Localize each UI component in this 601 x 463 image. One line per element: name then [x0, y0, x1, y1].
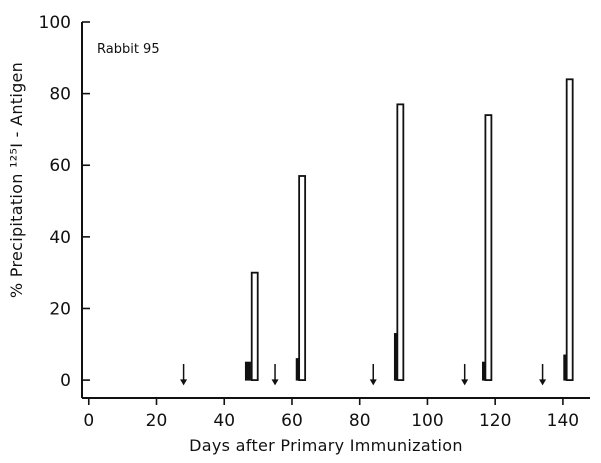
y-tick-label: 60	[49, 156, 71, 176]
x-tick-label: 0	[83, 411, 94, 431]
y-tick-label: 40	[49, 228, 71, 248]
y-axis-label: % Precipitation ¹²⁵I - Antigen	[7, 62, 26, 298]
x-tick-label: 80	[349, 411, 371, 431]
immunization-arrow	[539, 363, 547, 386]
immunization-arrow	[461, 363, 469, 386]
x-axis-label: Days after Primary Immunization	[189, 436, 463, 455]
y-tick-label: 20	[49, 299, 71, 319]
bar-open	[298, 175, 307, 381]
chart-annotation: Rabbit 95	[97, 42, 160, 57]
bar-solid	[244, 361, 251, 381]
y-axis-ticks: 0 20 40 60 80 100	[39, 13, 90, 391]
bar-open	[565, 78, 574, 381]
immunization-arrow	[271, 363, 279, 386]
bars	[244, 78, 574, 381]
y-tick-label: 100	[39, 13, 71, 33]
x-tick-label: 100	[411, 411, 443, 431]
x-tick-label: 60	[281, 411, 303, 431]
x-tick-label: 120	[479, 411, 511, 431]
x-tick-label: 40	[213, 411, 235, 431]
bar-open	[484, 114, 493, 381]
bar-open	[250, 271, 259, 381]
x-axis-ticks: 0 20 40 60 80 100 120 140	[83, 398, 579, 431]
bar-open	[396, 103, 405, 381]
immunization-arrows	[180, 363, 547, 386]
x-tick-label: 140	[547, 411, 579, 431]
y-tick-label: 0	[60, 371, 71, 391]
y-tick-label: 80	[49, 85, 71, 105]
x-tick-label: 20	[146, 411, 168, 431]
immunization-arrow	[180, 363, 188, 386]
immunization-arrow	[369, 363, 377, 386]
